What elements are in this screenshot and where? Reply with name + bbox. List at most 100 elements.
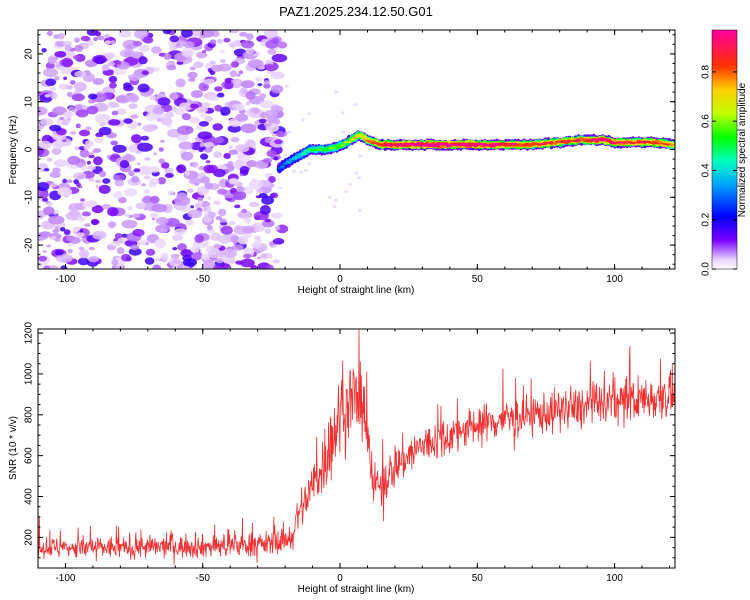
noise-blob [306,112,311,116]
noise-blob [93,156,103,166]
noise-blob [249,112,256,116]
noise-blob [354,171,359,175]
noise-blob [230,61,239,68]
noise-blob [188,77,196,82]
noise-blob [243,186,254,195]
noise-blob [264,122,272,127]
noise-blob [140,135,149,141]
noise-blob [340,111,345,115]
noise-blob [75,109,89,118]
ridge-mark [551,142,558,145]
noise-blob [228,178,238,185]
noise-blob [178,141,193,150]
noise-blob [246,33,254,40]
noise-blob [203,141,215,148]
noise-blob [123,118,133,124]
noise-blob [127,206,133,211]
noise-blob [241,80,255,89]
noise-blob [187,209,203,219]
noise-blob [85,126,92,131]
noise-blob [63,229,71,236]
noise-blob [224,80,234,90]
noise-blob [333,198,338,202]
noise-blob [223,153,231,159]
noise-blob [160,139,165,143]
noise-blob [45,78,57,86]
noise-blob [250,144,256,148]
noise-blob [203,78,215,85]
colorbar-tick-label: 0.6 [701,114,712,128]
noise-blob [265,139,272,143]
noise-blob [198,82,209,92]
noise-blob [357,176,361,180]
noise-blob [189,66,196,71]
noise-blob [114,179,125,187]
noise-blob [200,113,207,118]
noise-blob [67,117,72,121]
noise-blob [76,182,81,187]
noise-blob [72,226,81,232]
noise-blob [257,83,263,87]
noise-blob [47,56,58,65]
noise-blob [50,92,58,100]
noise-blob [93,37,98,42]
noise-blob [127,44,133,49]
noise-blob [86,160,91,165]
noise-blob [48,215,65,225]
noise-blob [80,198,86,202]
noise-blob [230,30,239,34]
noise-blob [341,130,346,134]
noise-blob [64,44,72,51]
noise-blob [217,234,233,244]
noise-blob [228,145,233,149]
y-tick-label: 20 [24,48,35,60]
noise-blob [53,159,68,168]
noise-blob [141,70,149,76]
x-tick-label: -100 [55,274,75,285]
noise-blob [249,201,260,208]
noise-blob [95,31,102,37]
noise-blob [253,235,262,240]
noise-blob [115,94,132,104]
noise-blob [180,151,194,161]
noise-blob [81,165,90,172]
noise-blob [213,265,222,269]
noise-blob [268,176,276,183]
noise-blob [287,130,292,134]
noise-blob [132,228,145,237]
noise-blob [242,225,255,234]
noise-blob [113,191,123,199]
noise-blob [271,192,279,199]
noise-blob [129,244,140,251]
noise-blob [133,168,141,173]
noise-blob [215,257,224,264]
noise-blob [50,182,58,188]
noise-blob [150,212,159,219]
noise-blob [143,175,151,180]
noise-blob [235,260,243,265]
noise-blob [38,106,48,116]
noise-blob [214,136,224,144]
noise-blob [247,59,264,69]
noise-blob [108,69,114,74]
x-tick-label: -50 [196,573,211,584]
noise-blob [220,263,231,269]
noise-blob [230,136,240,143]
ridge-mark [322,148,328,151]
noise-blob [107,207,119,217]
noise-blob [164,173,174,178]
noise-blob [265,264,274,269]
noise-blob [59,116,64,120]
noise-blob [39,118,54,126]
noise-blob [197,200,204,205]
noise-blob [224,102,231,107]
noise-blob [80,159,85,164]
noise-blob [92,148,101,154]
noise-blob [104,53,114,59]
noise-blob [68,106,75,112]
noise-blob [163,53,172,60]
noise-blob [84,223,91,227]
y-tick-label: 1200 [24,322,35,345]
noise-blob [54,226,60,230]
noise-blob [42,197,49,202]
